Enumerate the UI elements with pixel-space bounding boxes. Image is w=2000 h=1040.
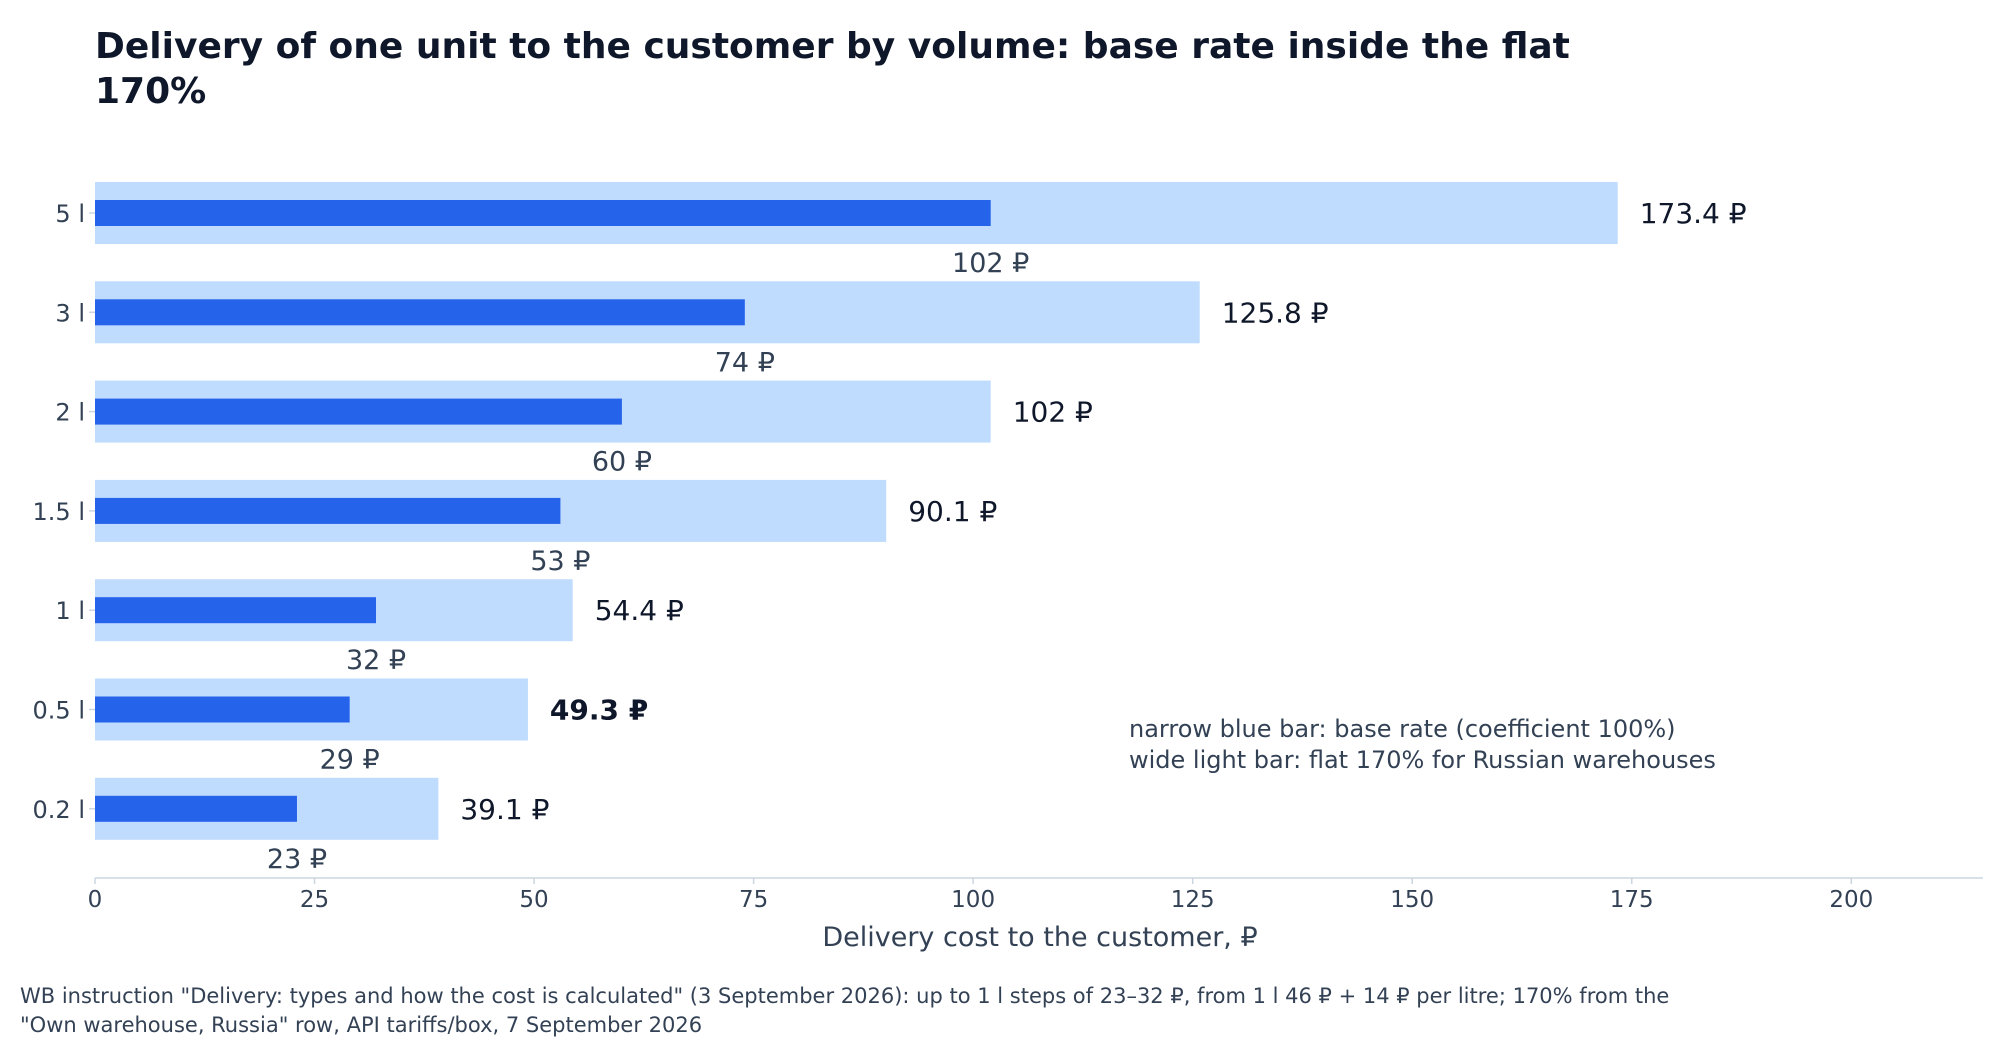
x-axis-title: Delivery cost to the customer, ₽ (822, 922, 1257, 953)
y-tick-label: 1.5 l (33, 498, 85, 526)
x-tick-label: 150 (1390, 887, 1434, 913)
x-tick-label: 125 (1171, 887, 1215, 913)
source-note: WB instruction "Delivery: types and how … (20, 984, 1670, 1037)
base-bar-1-5-l (95, 497, 561, 524)
y-tick-label: 3 l (55, 299, 85, 327)
flat-value-label: 173.4 ₽ (1640, 197, 1747, 230)
x-axis: 5 l 3 l 2 l 1.5 l 1 l 0.5 l 0.2 l 0 25 50 75 100 125… (33, 200, 1983, 913)
base-bar-0-2-l (95, 795, 297, 822)
base-bar-3-l (95, 299, 745, 326)
base-value-label: 23 ₽ (267, 844, 327, 875)
flat-value-label: 125.8 ₽ (1222, 296, 1329, 329)
y-tick-label: 1 l (55, 597, 85, 625)
x-tick-label: 200 (1829, 887, 1873, 913)
flat-value-label: 49.3 ₽ (550, 694, 648, 727)
x-tick-label: 0 (88, 887, 103, 913)
y-tick-label: 0.5 l (33, 697, 85, 725)
base-bar-0-5-l (95, 696, 350, 723)
legend: narrow blue bar: base rate (coefficient … (1129, 714, 1716, 776)
x-tick-label: 100 (951, 887, 995, 913)
x-tick-label: 50 (519, 887, 548, 913)
x-tick-label: 75 (739, 887, 768, 913)
base-bar-1-l (95, 597, 377, 624)
base-bar-2-l (95, 398, 622, 425)
flat-value-label: 90.1 ₽ (908, 495, 997, 528)
legend-base-rate: narrow blue bar: base rate (coefficient … (1129, 715, 1676, 743)
y-tick-label: 0.2 l (33, 796, 85, 824)
base-value-label: 53 ₽ (530, 546, 590, 577)
base-value-label: 102 ₽ (952, 248, 1029, 279)
flat-value-label: 54.4 ₽ (595, 594, 684, 627)
bars-layer: 173.4 ₽ 102 ₽ 125.8 ₽ 74 ₽ 102 ₽ 60 ₽ 90.1 ₽ 53… (95, 182, 1747, 875)
chart-title: Delivery of one unit to the customer by … (95, 26, 1570, 112)
legend-flat-rate: wide light bar: flat 170% for Russian wa… (1129, 746, 1716, 774)
base-bar-5-l (95, 200, 991, 226)
base-value-label: 74 ₽ (715, 347, 775, 378)
x-tick-label: 175 (1610, 887, 1654, 913)
y-tick-label: 5 l (55, 200, 85, 228)
x-tick-label: 25 (300, 887, 329, 913)
flat-value-label: 39.1 ₽ (460, 793, 549, 826)
base-value-label: 60 ₽ (592, 447, 652, 478)
y-tick-label: 2 l (55, 399, 85, 427)
base-value-label: 29 ₽ (320, 745, 380, 776)
flat-value-label: 102 ₽ (1013, 396, 1093, 429)
base-value-label: 32 ₽ (346, 645, 406, 676)
